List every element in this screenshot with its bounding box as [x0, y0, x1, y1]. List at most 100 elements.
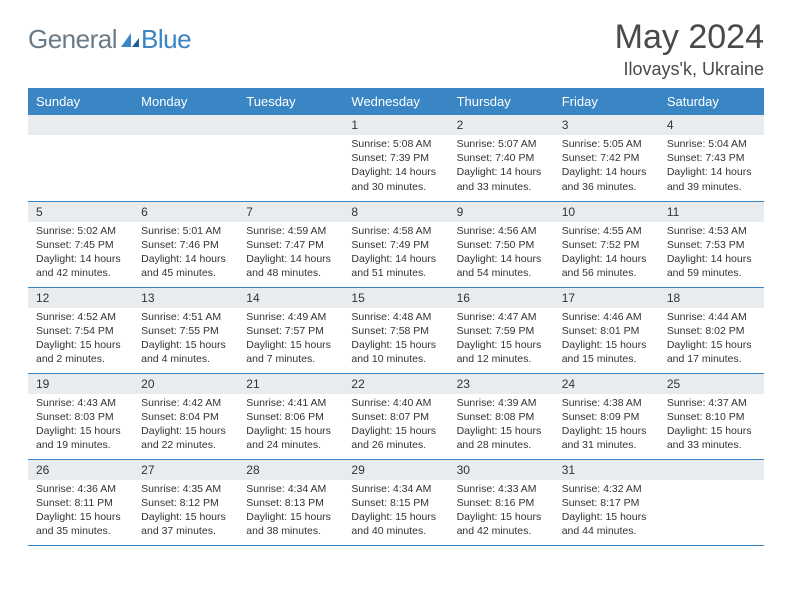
calendar-cell	[238, 115, 343, 201]
day-number: 19	[28, 374, 133, 394]
day-details: Sunrise: 5:02 AMSunset: 7:45 PMDaylight:…	[28, 222, 133, 285]
calendar-cell: 27Sunrise: 4:35 AMSunset: 8:12 PMDayligh…	[133, 459, 238, 545]
day-details: Sunrise: 4:55 AMSunset: 7:52 PMDaylight:…	[554, 222, 659, 285]
calendar-cell: 11Sunrise: 4:53 AMSunset: 7:53 PMDayligh…	[659, 201, 764, 287]
day-details: Sunrise: 5:08 AMSunset: 7:39 PMDaylight:…	[343, 135, 448, 198]
calendar-cell: 31Sunrise: 4:32 AMSunset: 8:17 PMDayligh…	[554, 459, 659, 545]
day-number: 26	[28, 460, 133, 480]
day-number: 17	[554, 288, 659, 308]
calendar-cell	[659, 459, 764, 545]
day-number: 23	[449, 374, 554, 394]
weekday-header: Tuesday	[238, 88, 343, 115]
day-details: Sunrise: 4:51 AMSunset: 7:55 PMDaylight:…	[133, 308, 238, 371]
weekday-header: Saturday	[659, 88, 764, 115]
logo-text-blue: Blue	[141, 24, 191, 55]
day-number: 18	[659, 288, 764, 308]
calendar-cell: 26Sunrise: 4:36 AMSunset: 8:11 PMDayligh…	[28, 459, 133, 545]
calendar-cell: 1Sunrise: 5:08 AMSunset: 7:39 PMDaylight…	[343, 115, 448, 201]
day-number: 31	[554, 460, 659, 480]
calendar-cell: 25Sunrise: 4:37 AMSunset: 8:10 PMDayligh…	[659, 373, 764, 459]
calendar-cell: 3Sunrise: 5:05 AMSunset: 7:42 PMDaylight…	[554, 115, 659, 201]
calendar-page: General Blue May 2024 Ilovays'k, Ukraine…	[0, 0, 792, 564]
location-label: Ilovays'k, Ukraine	[615, 59, 764, 80]
day-details: Sunrise: 4:47 AMSunset: 7:59 PMDaylight:…	[449, 308, 554, 371]
day-details: Sunrise: 4:49 AMSunset: 7:57 PMDaylight:…	[238, 308, 343, 371]
day-number: 2	[449, 115, 554, 135]
day-details: Sunrise: 5:04 AMSunset: 7:43 PMDaylight:…	[659, 135, 764, 198]
page-header: General Blue May 2024 Ilovays'k, Ukraine	[28, 18, 764, 80]
weekday-header: Sunday	[28, 88, 133, 115]
day-number: 8	[343, 202, 448, 222]
day-number: 1	[343, 115, 448, 135]
calendar-cell: 24Sunrise: 4:38 AMSunset: 8:09 PMDayligh…	[554, 373, 659, 459]
calendar-cell: 6Sunrise: 5:01 AMSunset: 7:46 PMDaylight…	[133, 201, 238, 287]
calendar-cell: 22Sunrise: 4:40 AMSunset: 8:07 PMDayligh…	[343, 373, 448, 459]
day-details: Sunrise: 4:38 AMSunset: 8:09 PMDaylight:…	[554, 394, 659, 457]
day-number: 4	[659, 115, 764, 135]
day-details: Sunrise: 4:41 AMSunset: 8:06 PMDaylight:…	[238, 394, 343, 457]
day-details: Sunrise: 4:37 AMSunset: 8:10 PMDaylight:…	[659, 394, 764, 457]
day-details: Sunrise: 4:33 AMSunset: 8:16 PMDaylight:…	[449, 480, 554, 543]
calendar-cell: 23Sunrise: 4:39 AMSunset: 8:08 PMDayligh…	[449, 373, 554, 459]
day-details: Sunrise: 4:58 AMSunset: 7:49 PMDaylight:…	[343, 222, 448, 285]
calendar-cell: 8Sunrise: 4:58 AMSunset: 7:49 PMDaylight…	[343, 201, 448, 287]
day-number: 3	[554, 115, 659, 135]
day-number: 9	[449, 202, 554, 222]
day-details: Sunrise: 4:40 AMSunset: 8:07 PMDaylight:…	[343, 394, 448, 457]
title-block: May 2024 Ilovays'k, Ukraine	[615, 18, 764, 80]
calendar-cell: 14Sunrise: 4:49 AMSunset: 7:57 PMDayligh…	[238, 287, 343, 373]
day-number: 30	[449, 460, 554, 480]
day-details: Sunrise: 4:53 AMSunset: 7:53 PMDaylight:…	[659, 222, 764, 285]
day-number: 25	[659, 374, 764, 394]
calendar-week-row: 26Sunrise: 4:36 AMSunset: 8:11 PMDayligh…	[28, 459, 764, 545]
month-title: May 2024	[615, 18, 764, 57]
day-number: 29	[343, 460, 448, 480]
day-number: 6	[133, 202, 238, 222]
day-details: Sunrise: 4:39 AMSunset: 8:08 PMDaylight:…	[449, 394, 554, 457]
weekday-header-row: SundayMondayTuesdayWednesdayThursdayFrid…	[28, 88, 764, 115]
day-details: Sunrise: 4:42 AMSunset: 8:04 PMDaylight:…	[133, 394, 238, 457]
day-details: Sunrise: 4:36 AMSunset: 8:11 PMDaylight:…	[28, 480, 133, 543]
calendar-cell: 12Sunrise: 4:52 AMSunset: 7:54 PMDayligh…	[28, 287, 133, 373]
weekday-header: Monday	[133, 88, 238, 115]
weekday-header: Friday	[554, 88, 659, 115]
sail-icon	[119, 31, 141, 49]
day-details: Sunrise: 4:48 AMSunset: 7:58 PMDaylight:…	[343, 308, 448, 371]
day-details: Sunrise: 5:01 AMSunset: 7:46 PMDaylight:…	[133, 222, 238, 285]
calendar-week-row: 12Sunrise: 4:52 AMSunset: 7:54 PMDayligh…	[28, 287, 764, 373]
calendar-cell: 29Sunrise: 4:34 AMSunset: 8:15 PMDayligh…	[343, 459, 448, 545]
day-details: Sunrise: 5:05 AMSunset: 7:42 PMDaylight:…	[554, 135, 659, 198]
weekday-header: Thursday	[449, 88, 554, 115]
day-details: Sunrise: 5:07 AMSunset: 7:40 PMDaylight:…	[449, 135, 554, 198]
calendar-cell: 28Sunrise: 4:34 AMSunset: 8:13 PMDayligh…	[238, 459, 343, 545]
calendar-cell: 19Sunrise: 4:43 AMSunset: 8:03 PMDayligh…	[28, 373, 133, 459]
weekday-header: Wednesday	[343, 88, 448, 115]
day-details: Sunrise: 4:35 AMSunset: 8:12 PMDaylight:…	[133, 480, 238, 543]
day-number: 5	[28, 202, 133, 222]
calendar-cell: 30Sunrise: 4:33 AMSunset: 8:16 PMDayligh…	[449, 459, 554, 545]
calendar-cell: 4Sunrise: 5:04 AMSunset: 7:43 PMDaylight…	[659, 115, 764, 201]
day-details: Sunrise: 4:34 AMSunset: 8:15 PMDaylight:…	[343, 480, 448, 543]
day-number: 13	[133, 288, 238, 308]
day-details: Sunrise: 4:52 AMSunset: 7:54 PMDaylight:…	[28, 308, 133, 371]
calendar-cell	[133, 115, 238, 201]
calendar-cell: 7Sunrise: 4:59 AMSunset: 7:47 PMDaylight…	[238, 201, 343, 287]
day-details: Sunrise: 4:46 AMSunset: 8:01 PMDaylight:…	[554, 308, 659, 371]
day-number: 11	[659, 202, 764, 222]
calendar-cell: 9Sunrise: 4:56 AMSunset: 7:50 PMDaylight…	[449, 201, 554, 287]
calendar-cell: 15Sunrise: 4:48 AMSunset: 7:58 PMDayligh…	[343, 287, 448, 373]
brand-logo: General Blue	[28, 24, 191, 55]
calendar-cell: 20Sunrise: 4:42 AMSunset: 8:04 PMDayligh…	[133, 373, 238, 459]
calendar-table: SundayMondayTuesdayWednesdayThursdayFrid…	[28, 88, 764, 546]
day-number: 21	[238, 374, 343, 394]
day-number: 15	[343, 288, 448, 308]
day-number: 16	[449, 288, 554, 308]
day-number: 27	[133, 460, 238, 480]
day-number: 22	[343, 374, 448, 394]
calendar-cell: 10Sunrise: 4:55 AMSunset: 7:52 PMDayligh…	[554, 201, 659, 287]
day-details: Sunrise: 4:56 AMSunset: 7:50 PMDaylight:…	[449, 222, 554, 285]
day-details: Sunrise: 4:59 AMSunset: 7:47 PMDaylight:…	[238, 222, 343, 285]
calendar-cell: 13Sunrise: 4:51 AMSunset: 7:55 PMDayligh…	[133, 287, 238, 373]
calendar-cell: 17Sunrise: 4:46 AMSunset: 8:01 PMDayligh…	[554, 287, 659, 373]
day-number: 28	[238, 460, 343, 480]
